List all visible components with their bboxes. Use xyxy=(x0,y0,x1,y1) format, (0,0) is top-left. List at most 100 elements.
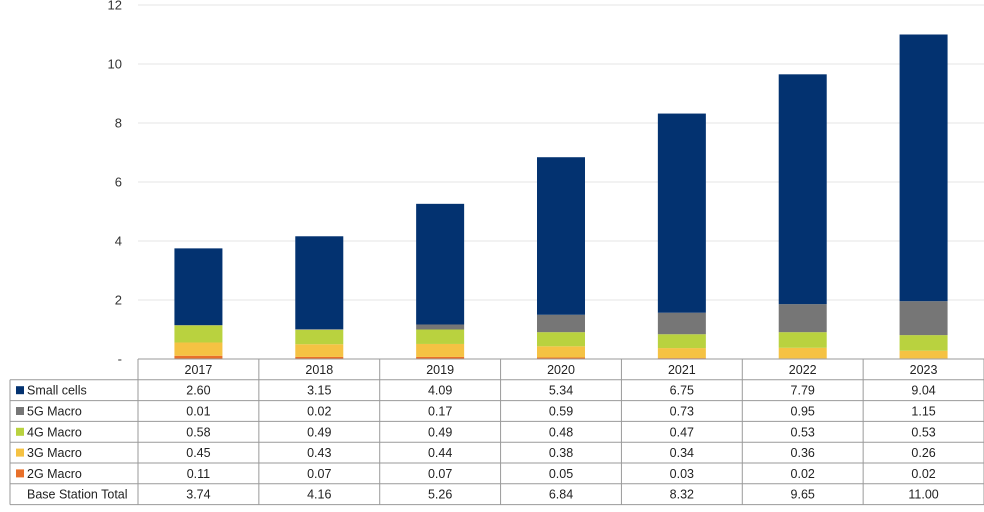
data-label: 6.75 xyxy=(670,384,694,398)
data-label: 4.09 xyxy=(428,384,452,398)
bar-3g-macro-2023 xyxy=(899,350,948,359)
data-label: 3.74 xyxy=(186,488,210,502)
y-tick-label: 4 xyxy=(115,234,122,249)
data-label: 0.58 xyxy=(186,425,210,439)
data-label: 0.45 xyxy=(186,446,210,460)
data-label: 0.02 xyxy=(911,467,935,481)
legend-swatch-2g-macro xyxy=(16,469,24,478)
data-label: 0.02 xyxy=(791,467,815,481)
row-label-2g-macro: 2G Macro xyxy=(27,467,82,481)
data-label: 0.49 xyxy=(307,425,331,439)
bar-2g-macro-2020 xyxy=(537,357,585,359)
bar-small-cells-2018 xyxy=(295,236,344,330)
bar-5g-macro-2022 xyxy=(778,304,827,333)
bar-4g-macro-2017 xyxy=(174,325,223,343)
bar-5g-macro-2021 xyxy=(657,312,706,335)
x-tick-label: 2018 xyxy=(305,363,333,377)
bar-small-cells-2017 xyxy=(174,248,223,326)
bar-4g-macro-2020 xyxy=(537,332,585,347)
legend-swatch-5g-macro xyxy=(16,407,24,415)
bar-small-cells-2023 xyxy=(899,34,948,302)
data-label: 2.60 xyxy=(186,384,210,398)
legend-swatch-4g-macro xyxy=(16,427,24,436)
data-label: 5.26 xyxy=(428,488,452,502)
data-label: 0.34 xyxy=(670,446,694,460)
data-label: 0.17 xyxy=(428,405,452,419)
data-label: 0.73 xyxy=(670,405,694,419)
data-label: 0.44 xyxy=(428,446,452,460)
data-label: 0.26 xyxy=(911,446,935,460)
data-label: 1.15 xyxy=(911,405,935,419)
data-label: 0.02 xyxy=(307,405,331,419)
legend-swatch-small-cells xyxy=(16,386,24,395)
bar-4g-macro-2023 xyxy=(899,335,948,351)
data-label: 0.38 xyxy=(549,446,573,460)
data-label: 0.07 xyxy=(307,467,331,481)
x-tick-label: 2019 xyxy=(426,363,454,377)
bar-2g-macro-2017 xyxy=(174,355,223,359)
data-label: 0.43 xyxy=(307,446,331,460)
x-tick-label: 2022 xyxy=(789,363,817,377)
bar-small-cells-2020 xyxy=(537,157,585,315)
data-label: 7.79 xyxy=(791,384,815,398)
y-tick-label: 8 xyxy=(115,116,122,131)
data-label: 0.49 xyxy=(428,425,452,439)
bar-4g-macro-2022 xyxy=(778,332,827,348)
bar-3g-macro-2022 xyxy=(778,347,827,359)
data-label: 11.00 xyxy=(908,488,938,502)
y-tick-label: 10 xyxy=(108,57,122,72)
data-label: 0.01 xyxy=(186,405,210,419)
legend-swatch-3g-macro xyxy=(16,448,24,457)
bar-small-cells-2022 xyxy=(778,74,827,305)
data-label: 0.36 xyxy=(791,446,815,460)
data-label: 0.95 xyxy=(791,405,815,419)
bar-2g-macro-2019 xyxy=(416,356,465,359)
data-label: 0.48 xyxy=(549,425,573,439)
data-label: 0.03 xyxy=(670,467,694,481)
data-label: 6.84 xyxy=(549,488,573,502)
bar-5g-macro-2023 xyxy=(899,301,948,336)
row-label-5g-macro: 5G Macro xyxy=(27,405,82,419)
bar-5g-macro-2019 xyxy=(416,324,465,330)
data-label: 8.32 xyxy=(670,488,694,502)
row-label-4g-macro: 4G Macro xyxy=(27,425,82,439)
data-label: 0.47 xyxy=(670,425,694,439)
bar-small-cells-2019 xyxy=(416,203,465,325)
bar-3g-macro-2017 xyxy=(174,342,223,356)
bar-4g-macro-2021 xyxy=(657,334,706,349)
bar-3g-macro-2020 xyxy=(537,346,585,358)
data-label: 0.11 xyxy=(187,467,210,481)
bar-5g-macro-2018 xyxy=(295,329,344,330)
y-axis-ticks: - 2 4 6 8 10 12 xyxy=(108,0,122,367)
x-tick-label: 2023 xyxy=(910,363,938,377)
data-label: 3.15 xyxy=(307,384,331,398)
data-table: 2017 2018 2019 2020 2021 2022 2023 Small cells 2… xyxy=(9,358,984,506)
bar-3g-macro-2021 xyxy=(657,348,706,359)
row-label-small-cells: Small cells xyxy=(27,384,87,398)
data-label: 0.59 xyxy=(549,405,573,419)
x-tick-label: 2017 xyxy=(185,363,213,377)
data-label: 9.65 xyxy=(791,488,815,502)
data-label: 0.53 xyxy=(911,425,935,439)
y-tick-label: 6 xyxy=(115,175,122,190)
y-tick-label: - xyxy=(118,352,122,367)
bar-2g-macro-2018 xyxy=(295,356,344,359)
bar-4g-macro-2018 xyxy=(295,329,344,345)
bar-small-cells-2021 xyxy=(657,113,706,313)
row-label-base-station-total: Base Station Total xyxy=(27,488,128,502)
row-label-3g-macro: 3G Macro xyxy=(27,446,82,460)
data-label: 5.34 xyxy=(549,384,573,398)
x-tick-label: 2021 xyxy=(668,363,696,377)
bar-4g-macro-2019 xyxy=(416,329,465,344)
y-tick-label: 12 xyxy=(108,0,122,13)
bar-5g-macro-2020 xyxy=(537,314,585,333)
x-tick-label: 2020 xyxy=(547,363,575,377)
bars xyxy=(174,34,948,359)
data-label: 4.16 xyxy=(307,488,331,502)
bar-3g-macro-2018 xyxy=(295,344,344,357)
data-label: 0.05 xyxy=(549,467,573,481)
data-label: 0.53 xyxy=(791,425,815,439)
data-label: 9.04 xyxy=(911,384,935,398)
y-tick-label: 2 xyxy=(115,293,122,308)
